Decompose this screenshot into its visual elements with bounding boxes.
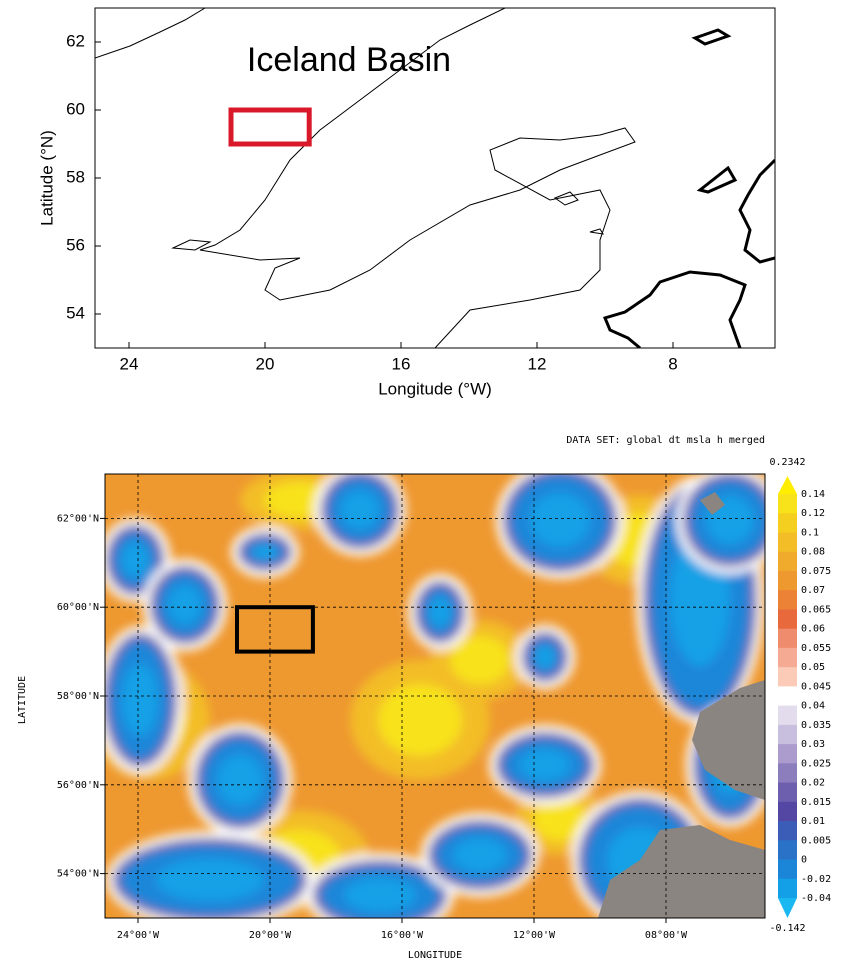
blob (122, 664, 158, 736)
y-axis-label: Latitude (°N) (37, 130, 56, 226)
blob (535, 646, 555, 668)
colorbar-segment (778, 801, 797, 822)
blob (429, 597, 451, 627)
colorbar-segment (778, 609, 797, 630)
colorbar-segment (778, 476, 797, 494)
blob (253, 544, 277, 560)
colorbar-label: 0.14 (801, 489, 825, 500)
colorbar-segment (778, 859, 797, 880)
colorbar-label: 0.065 (801, 604, 831, 615)
colorbar-segment (778, 551, 797, 572)
x-tick-label: 08°00'W (645, 930, 688, 941)
colorbar-segment (778, 628, 797, 649)
region-box (235, 605, 315, 654)
colorbar-label: 0.075 (801, 566, 831, 577)
y-tick-label: 54°00'N (57, 869, 99, 880)
colorbar-label: 0.07 (801, 585, 825, 596)
y-tick-label: 62°00'N (57, 513, 99, 524)
colorbar-segment (778, 821, 797, 841)
colorbar-segment (778, 494, 797, 514)
grid (105, 474, 765, 918)
colorbar: 0.2342 0.14 0.12 0.1 0.08 0.075 0.07 0.065 0.06 0… (769, 457, 831, 934)
colorbar-label: 0.2342 (769, 457, 805, 468)
colorbar-segment (778, 667, 797, 687)
colorbar-label: 0.025 (801, 758, 831, 769)
x-tick-label: 12 (528, 354, 547, 373)
colorbar-label: 0 (801, 855, 807, 866)
colorbar-label: -0.142 (769, 923, 805, 934)
x-tick-label: 8 (668, 354, 677, 373)
coastlines (95, 8, 775, 348)
colorbar-label: 0.05 (801, 662, 825, 673)
colorbar-segment (778, 763, 797, 784)
blob (344, 878, 416, 912)
blob (168, 585, 202, 625)
y-axis-label: LATITUDE (17, 676, 28, 724)
y-tick-label: 56 (66, 235, 85, 254)
field-blobs (105, 474, 765, 918)
colorbar-label: 0.03 (801, 739, 825, 750)
colorbar-label: -0.02 (801, 874, 831, 885)
colorbar-label: 0.005 (801, 835, 831, 846)
blob (450, 636, 510, 684)
colorbar-segment (778, 686, 797, 707)
blob (217, 754, 263, 806)
colorbar-label: 0.1 (801, 527, 819, 538)
colorbar-label: 0.02 (801, 778, 825, 789)
colorbar-label: 0.035 (801, 720, 831, 731)
colorbar-label: 0.045 (801, 681, 831, 692)
y-tick-label: 62 (66, 31, 85, 50)
colorbar-label: 0.12 (801, 508, 825, 519)
annotation: Iceland Basin (247, 41, 451, 79)
blob (519, 749, 571, 781)
x-tick-label: 24 (120, 354, 139, 373)
colorbar-segment (778, 744, 797, 764)
colorbar-segment (778, 532, 797, 553)
y-tick-label: 60°00'N (57, 602, 99, 613)
land (598, 492, 765, 918)
colorbar-label: -0.04 (801, 893, 831, 904)
x-tick-label: 16 (392, 354, 411, 373)
blob (533, 799, 587, 841)
colorbar-segment (778, 513, 797, 533)
field (105, 474, 765, 918)
colorbar-label: 0.055 (801, 643, 831, 654)
x-axis-label: LONGITUDE (408, 950, 462, 961)
y-tick-label: 54 (66, 303, 85, 322)
colorbar-segment (778, 840, 797, 861)
colorbar-label: 0.08 (801, 547, 825, 558)
blob (453, 838, 507, 872)
x-axis-label: Longitude (°W) (378, 379, 492, 398)
chart-title: DATA SET: global dt msla h merged (566, 435, 765, 446)
blob (378, 684, 462, 756)
y-tick-label: 60 (66, 99, 85, 118)
blob (121, 543, 149, 577)
x-tick-label: 20 (256, 354, 275, 373)
x-tick-label: 20°00'W (249, 930, 292, 941)
colorbar-segment (778, 878, 797, 899)
blob (156, 859, 264, 901)
colorbar-segment (778, 724, 797, 745)
colorbar-segment (778, 647, 797, 668)
x-tick-label: 24°00'W (117, 930, 160, 941)
y-tick-label: 58 (66, 167, 85, 186)
colorbar-label: 0.04 (801, 701, 825, 712)
colorbar-segment (778, 570, 797, 591)
x-tick-label: 12°00'W (513, 930, 556, 941)
y-tick-label: 58°00'N (57, 691, 99, 702)
x-tick-label: 16°00'W (381, 930, 424, 941)
blob (340, 490, 380, 530)
colorbar-segment (778, 590, 797, 610)
colorbar-label: 0.06 (801, 624, 825, 635)
colorbar-label: 0.015 (801, 797, 831, 808)
colorbar-segment (778, 782, 797, 803)
blob (530, 493, 590, 547)
y-tick-label: 56°00'N (57, 780, 99, 791)
colorbar-segment (778, 705, 797, 726)
region-box (228, 107, 312, 147)
colorbar-segment (778, 898, 797, 918)
colorbar-label: 0.01 (801, 816, 825, 827)
